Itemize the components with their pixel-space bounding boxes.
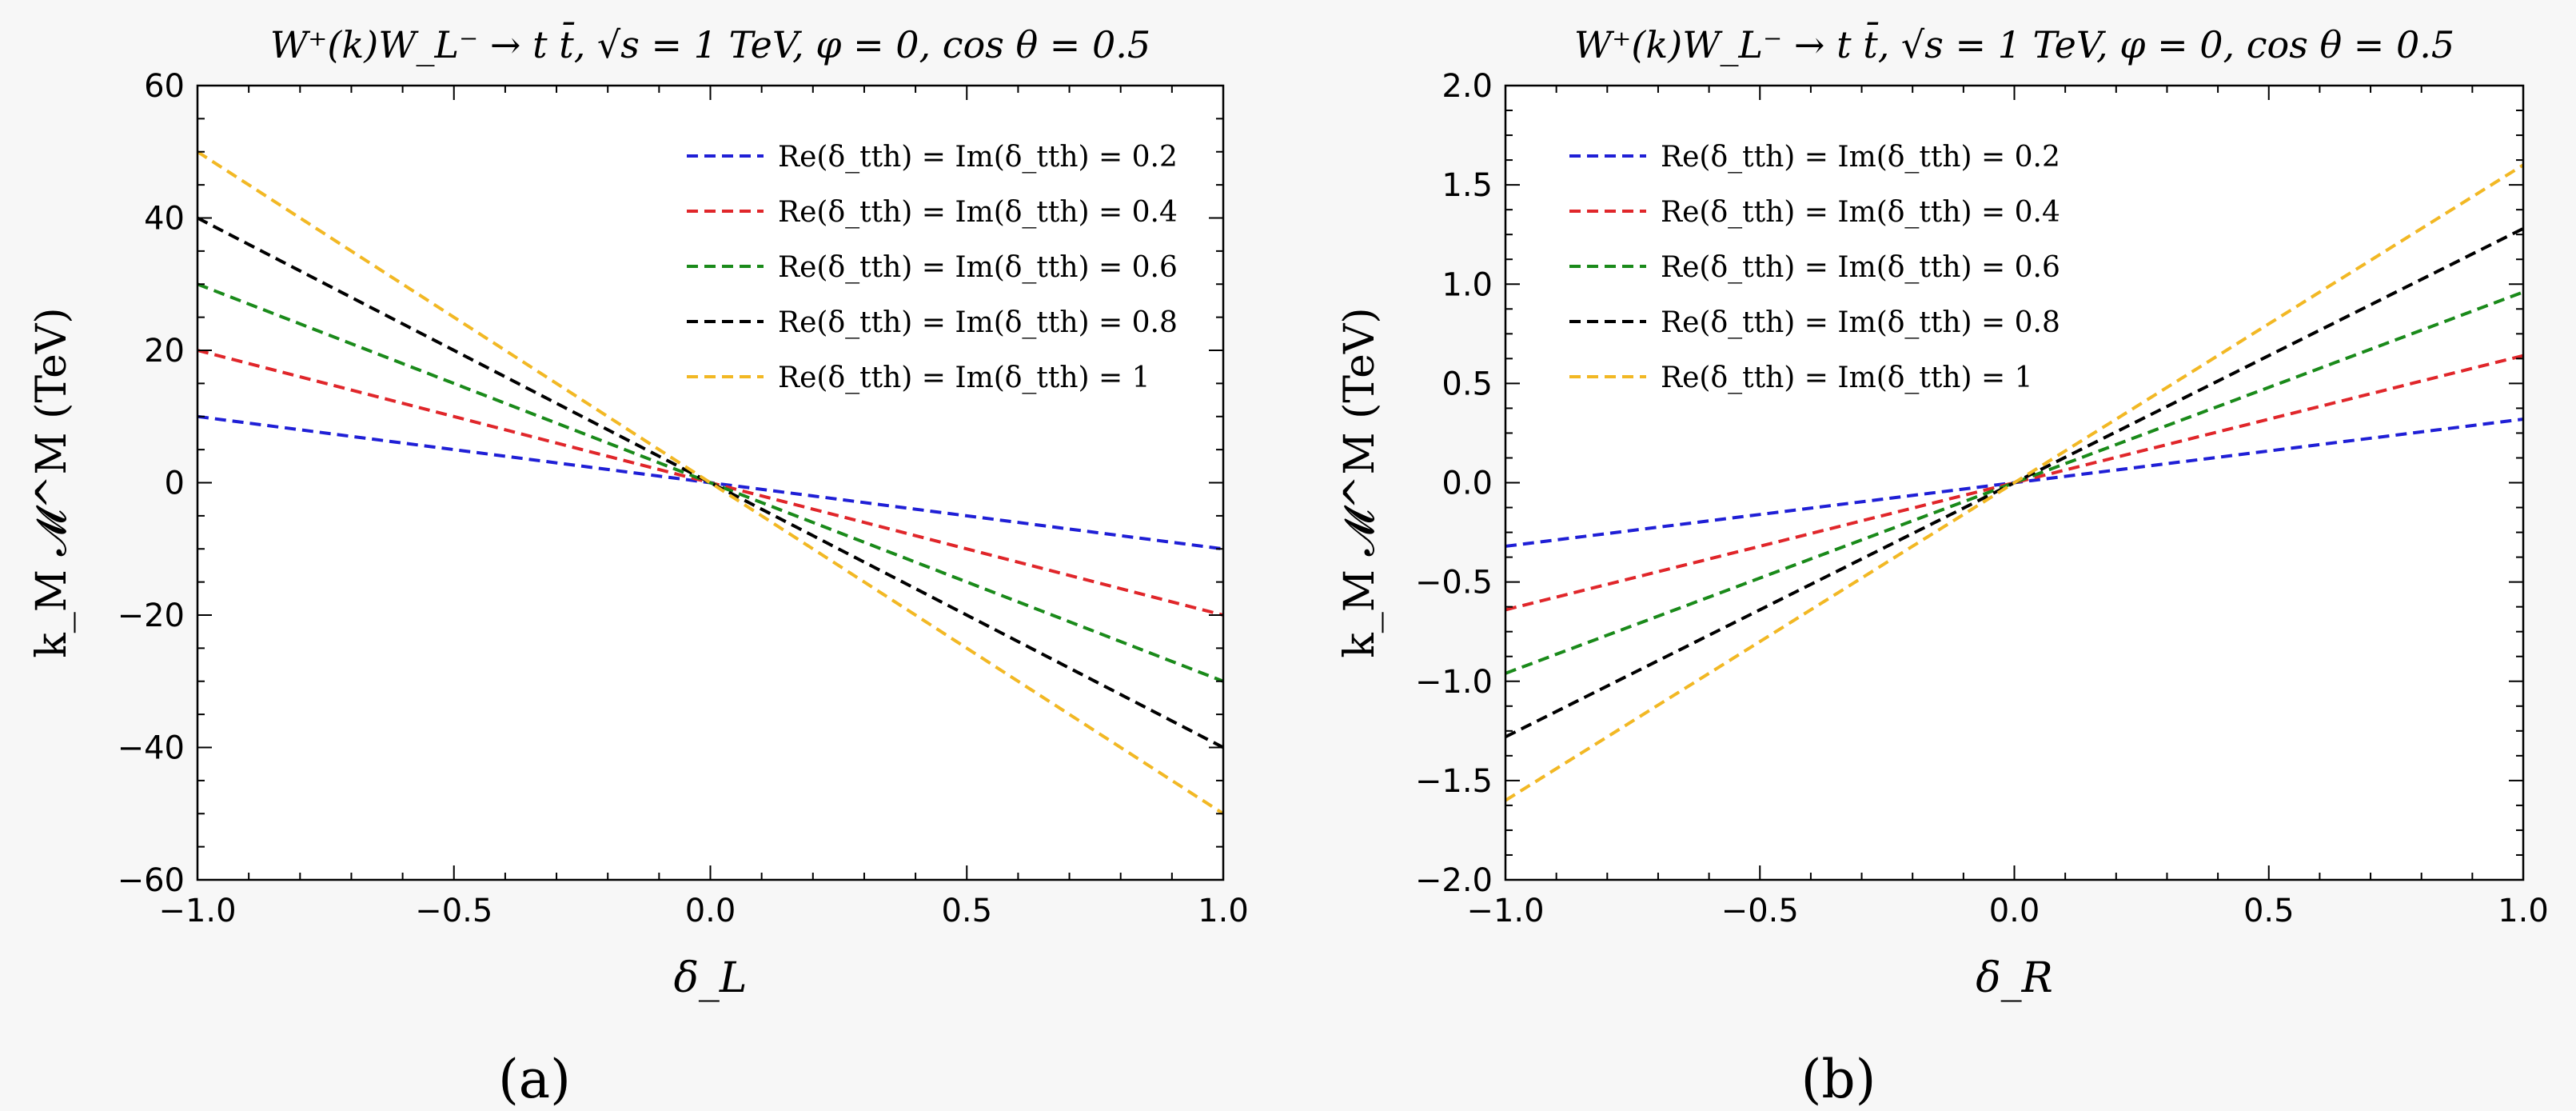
y-axis-label: k_M 𝓜^M (TeV) [28,307,76,657]
panel-label: (b) [1801,1049,1876,1110]
x-tick-label: 0.5 [941,893,992,929]
legend-label-5: Re(δ_tth) = Im(δ_tth) = 1 [778,362,1150,394]
legend-label-1: Re(δ_tth) = Im(δ_tth) = 0.2 [778,141,1178,174]
y-tick-label: 0.5 [1442,366,1493,402]
chart-title: W⁺(k)W_L⁻ → t t̄, √s = 1 TeV, φ = 0, cos… [1574,21,2454,66]
y-tick-label: 2.0 [1442,68,1493,105]
y-tick-label: −0.5 [1415,565,1493,601]
x-tick-label: 0.5 [2243,893,2295,929]
chart-title: W⁺(k)W_L⁻ → t t̄, √s = 1 TeV, φ = 0, cos… [270,21,1150,66]
y-tick-label: −40 [118,730,185,767]
y-tick-label: −20 [118,597,185,634]
y-tick-label: 1.0 [1442,266,1493,303]
x-tick-label: −0.5 [1721,893,1799,929]
y-tick-label: −1.0 [1415,664,1493,701]
x-axis-label: δ_L [674,954,748,1002]
x-axis-label: δ_R [1976,954,2052,1002]
x-tick-label: 1.0 [2498,893,2549,929]
legend-label-4: Re(δ_tth) = Im(δ_tth) = 0.8 [1661,306,2060,339]
series-line-5 [1504,163,2525,802]
legend-label-4: Re(δ_tth) = Im(δ_tth) = 0.8 [778,306,1178,339]
y-tick-label: 0 [165,466,185,502]
chart-panel-a: −1.0 −0.5 0.0 0.5 1.0 −60 −40 −20 0 20 40 60 W⁺(k)W_… [28,21,1249,1110]
panel-label: (a) [498,1049,571,1110]
legend-label-2: Re(δ_tth) = Im(δ_tth) = 0.4 [1661,196,2060,229]
legend-label-3: Re(δ_tth) = Im(δ_tth) = 0.6 [778,251,1178,284]
chart-panel-b: −1.0 −0.5 0.0 0.5 1.0 −2.0 −1.5 −1.0 −0.5 0.0 0.5 1… [1336,21,2549,1110]
legend-label-5: Re(δ_tth) = Im(δ_tth) = 1 [1661,362,2033,394]
y-axis-label: k_M 𝓜^M (TeV) [1336,307,1384,657]
x-tick-label: 0.0 [1989,893,2040,929]
x-tick-label: −0.5 [415,893,492,929]
y-tick-label: −1.5 [1415,763,1493,800]
y-tick-label: −60 [118,862,185,899]
x-tick-label: 1.0 [1198,893,1249,929]
legend: Re(δ_tth) = Im(δ_tth) = 0.2 Re(δ_tth) = I… [687,141,1178,394]
y-tick-label: 1.5 [1442,167,1493,204]
y-tick-label: 40 [144,201,185,238]
legend: Re(δ_tth) = Im(δ_tth) = 0.2 Re(δ_tth) = I… [1569,141,2060,394]
legend-label-3: Re(δ_tth) = Im(δ_tth) = 0.6 [1661,251,2060,284]
y-tick-label: 20 [144,333,185,370]
series-line-5 [196,150,1225,815]
legend-label-1: Re(δ_tth) = Im(δ_tth) = 0.2 [1661,141,2060,174]
y-tick-label: 60 [144,68,185,105]
series-line-3 [197,282,1224,683]
series-line-3 [1505,290,2524,675]
x-tick-label: 0.0 [685,893,736,929]
y-tick-label: −2.0 [1415,862,1493,899]
x-tick-label: −1.0 [158,893,236,929]
y-tick-label: 0.0 [1442,466,1493,502]
legend-label-2: Re(δ_tth) = Im(δ_tth) = 0.4 [778,196,1178,229]
x-tick-label: −1.0 [1466,893,1544,929]
